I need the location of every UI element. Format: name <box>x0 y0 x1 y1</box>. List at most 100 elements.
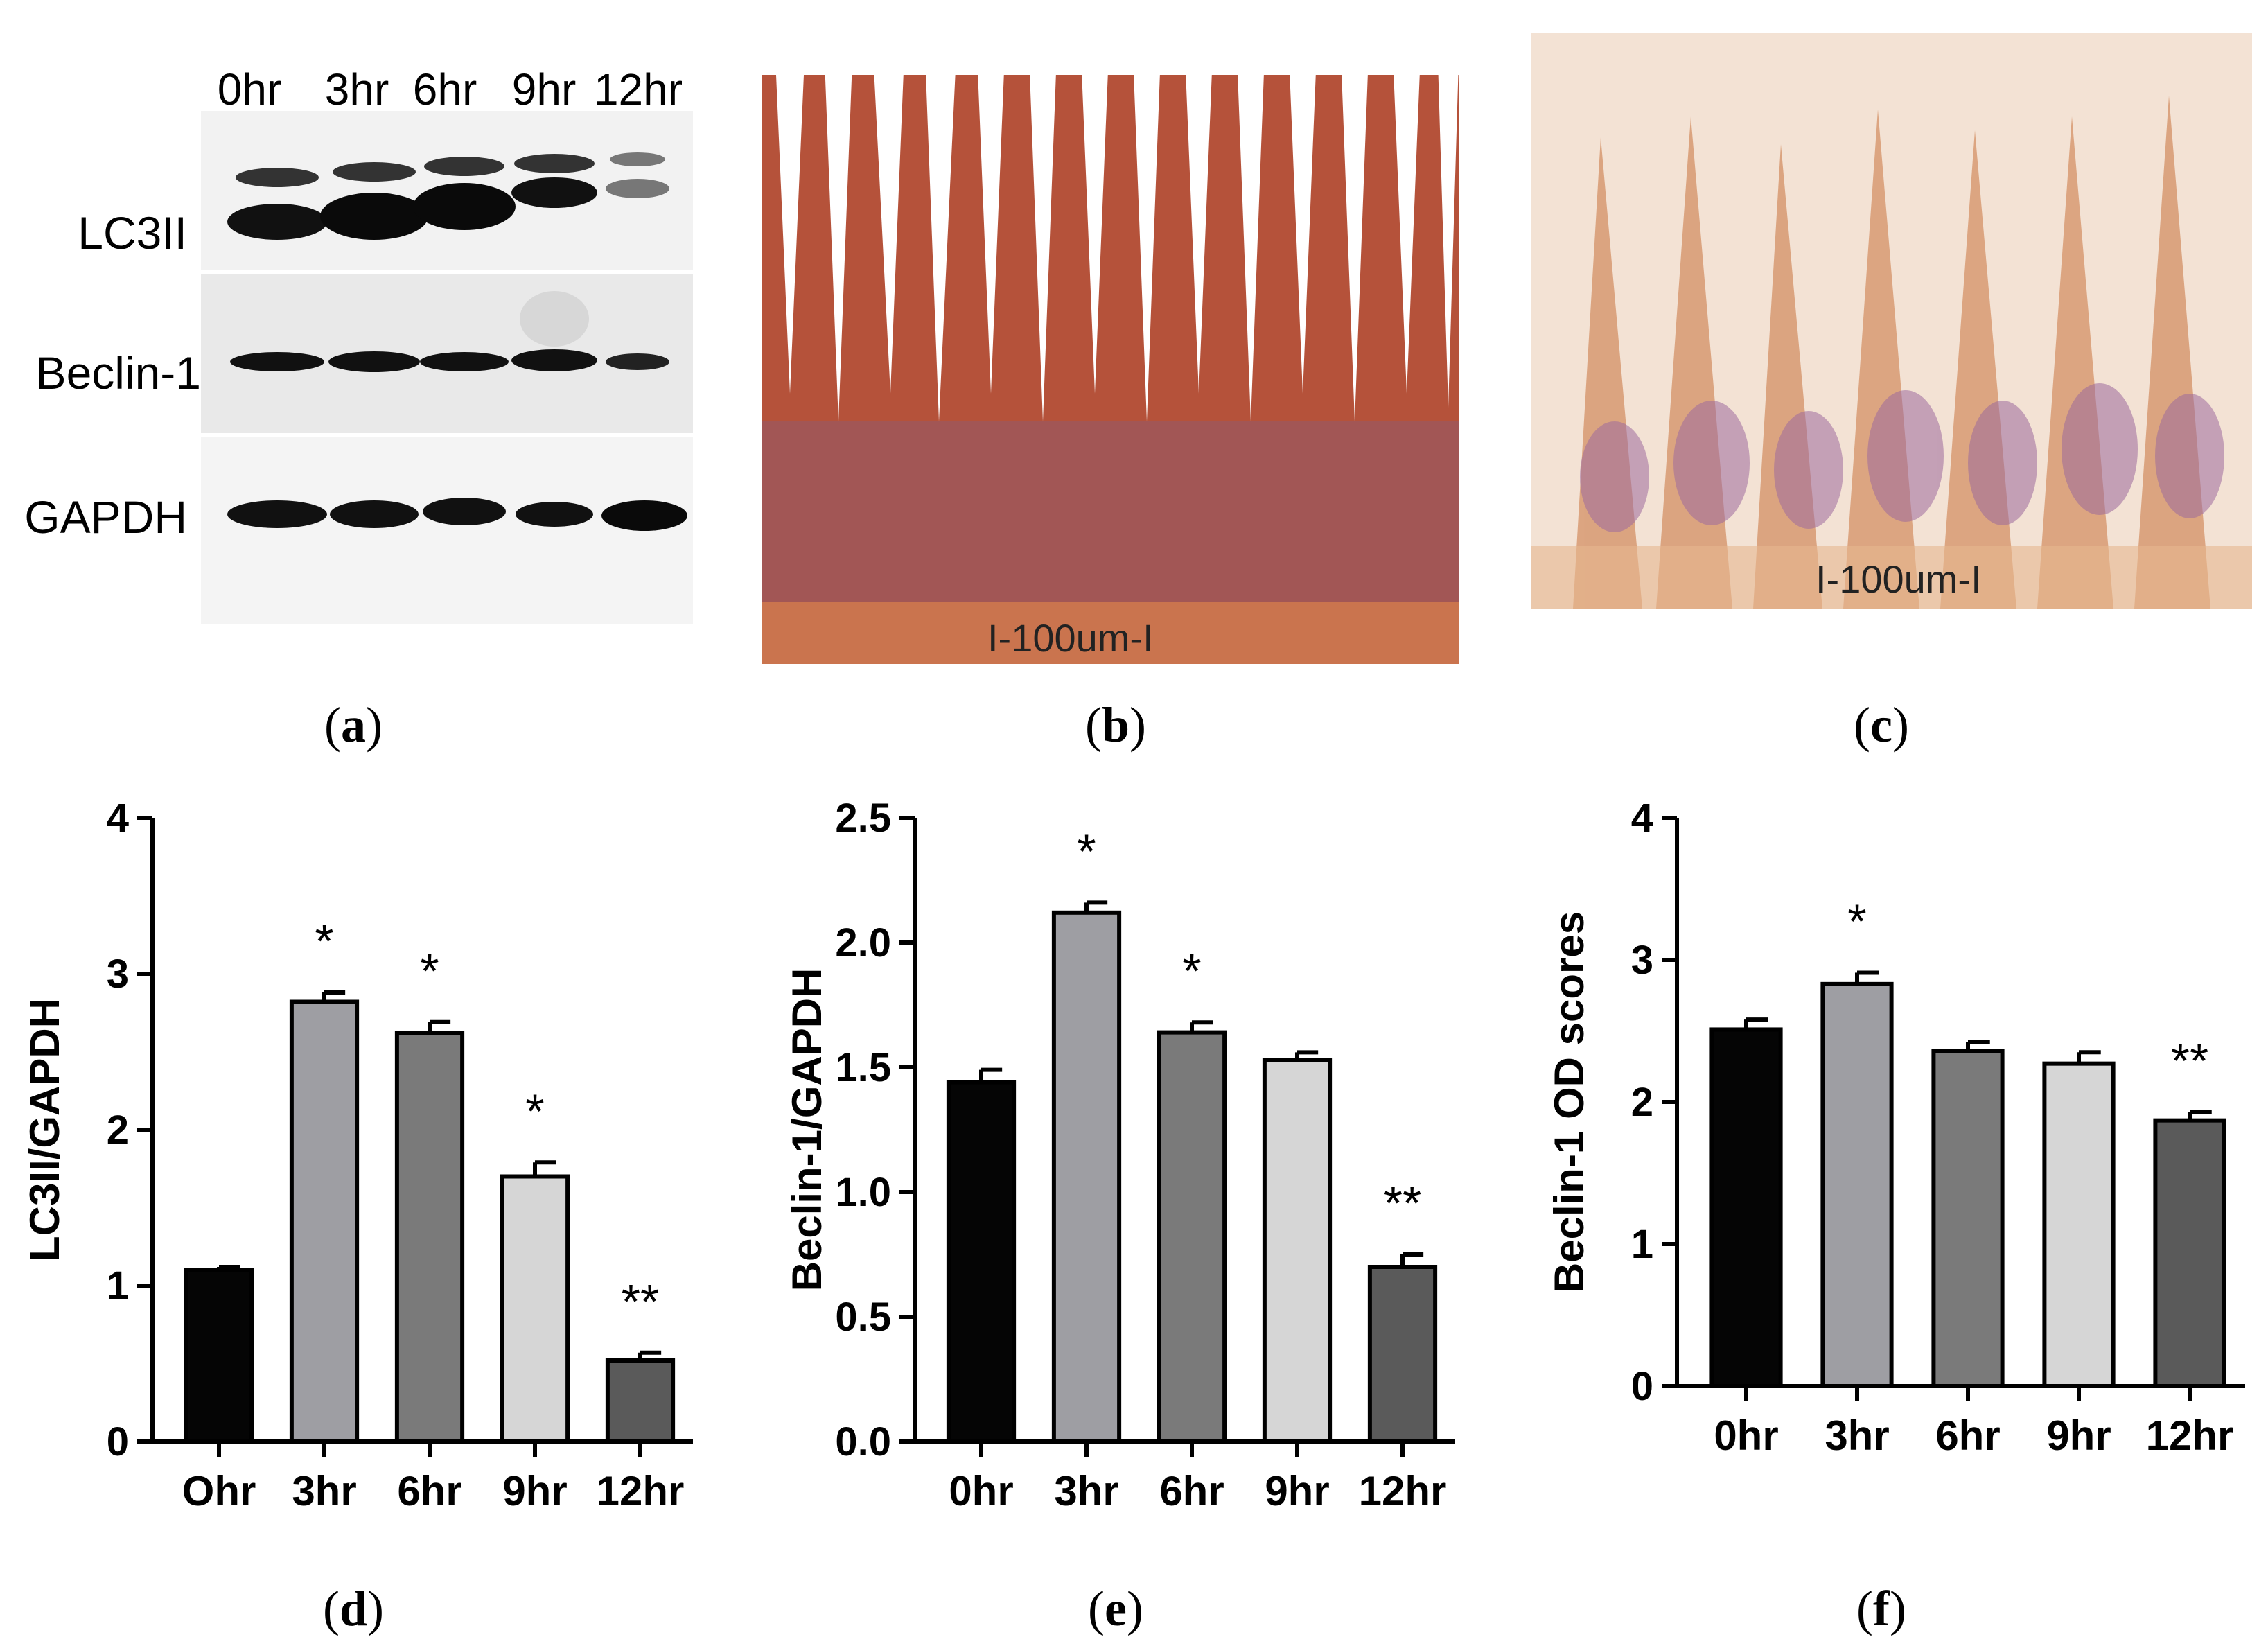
wb-band <box>420 352 509 371</box>
bar <box>1367 1265 1438 1444</box>
wb-band <box>330 500 419 528</box>
scale-bar-c: I-100um-I <box>1816 557 1982 601</box>
y-tick-label: 4 <box>107 796 129 841</box>
wb-band <box>230 352 324 371</box>
wb-band <box>606 179 669 198</box>
x-tick-label: 6hr <box>1159 1468 1224 1514</box>
x-tick-label: 6hr <box>1935 1412 2000 1459</box>
panel-label-c: (c) <box>1854 697 1909 753</box>
bar <box>1709 1027 1783 1388</box>
bar <box>2153 1118 2226 1388</box>
y-tick-label: 1 <box>1631 1222 1653 1267</box>
x-tick-label: 12hr <box>597 1468 685 1514</box>
wb-band <box>610 152 665 166</box>
wb-lane-label: 12hr <box>593 64 683 114</box>
x-tick-label: 12hr <box>1359 1468 1447 1514</box>
histology-b-graphic <box>762 33 1459 664</box>
wb-band <box>606 353 669 370</box>
significance-label: * <box>1077 824 1096 878</box>
bar <box>1820 981 1894 1389</box>
y-tick-label: 1.0 <box>835 1170 891 1215</box>
x-tick-label: 12hr <box>2146 1412 2234 1459</box>
wb-lane-label: 6hr <box>412 64 477 114</box>
wb-band <box>511 177 597 208</box>
significance-label: * <box>1847 894 1866 948</box>
bar <box>1051 910 1122 1444</box>
wb-band <box>333 162 416 182</box>
x-tick-label: 9hr <box>2046 1412 2111 1459</box>
y-tick-label: 0 <box>1631 1364 1653 1409</box>
bar <box>605 1358 676 1444</box>
wb-band <box>511 349 597 371</box>
panel-label-f: (f) <box>1856 1581 1906 1636</box>
x-tick-label: 6hr <box>397 1468 461 1514</box>
bar <box>946 1080 1017 1444</box>
panel-label-a: (a) <box>324 697 383 753</box>
wb-band <box>424 157 504 176</box>
scale-bar-b: I-100um-I <box>987 616 1154 660</box>
bar <box>184 1268 254 1444</box>
wb-band <box>328 351 420 372</box>
western-blot-image <box>201 111 693 624</box>
bar <box>289 999 360 1444</box>
y-tick-label: 3 <box>1631 938 1653 983</box>
bar <box>1931 1049 2005 1388</box>
significance-label: ** <box>1384 1176 1421 1230</box>
significance-label: ** <box>622 1275 659 1329</box>
bar-chart-e: 0.0 0.5 1.0 1.5 2.0 2.5 Beclin-1/GAPDH 0hr 3hr * 6… <box>784 796 1455 1514</box>
panel-label-d: (d) <box>322 1581 384 1636</box>
x-tick-label: 9hr <box>502 1468 567 1514</box>
wb-band <box>227 500 327 528</box>
y-tick-label: 1 <box>107 1263 129 1308</box>
bar <box>500 1174 570 1444</box>
histology-image-b: I-100um-I <box>762 33 1459 664</box>
y-tick-label: 1.5 <box>835 1045 891 1090</box>
wb-band <box>601 500 687 531</box>
wb-band <box>320 193 428 240</box>
wb-band <box>413 183 516 230</box>
bar <box>2042 1061 2116 1388</box>
y-tick-label: 0.0 <box>835 1419 891 1464</box>
panel-label-e: (e) <box>1088 1581 1143 1636</box>
wb-row-label: GAPDH <box>24 491 187 543</box>
wb-lane-label: 9hr <box>511 64 577 114</box>
bar-chart-d: 0 1 2 3 4 LC3II/GAPDH Ohr 3hr * 6hr * 9hr * 12hr ** <box>21 796 693 1514</box>
histology-c-graphic <box>1531 33 2252 609</box>
significance-label: * <box>420 944 439 998</box>
bar <box>394 1031 465 1444</box>
bar-chart-f: 0 1 2 3 4 Beclin-1 OD scores 0hr 3hr * 6hr 9hr 12hr… <box>1546 796 2245 1459</box>
x-tick-label: 3hr <box>1825 1412 1889 1459</box>
y-tick-label: 2 <box>107 1107 129 1153</box>
western-blot-panel: 0hr 3hr 6hr 9hr 12hr LC3II Beclin-1 GAPD… <box>0 0 693 665</box>
wb-band <box>423 498 506 525</box>
wb-band <box>227 204 327 240</box>
y-axis-label: Beclin-1 OD scores <box>1546 911 1592 1293</box>
y-tick-label: 2.0 <box>835 920 891 965</box>
wb-band <box>514 154 595 173</box>
y-tick-label: 0 <box>107 1419 129 1464</box>
x-tick-label: 0hr <box>949 1468 1013 1514</box>
significance-label: * <box>1182 944 1201 998</box>
wb-band <box>516 502 593 527</box>
y-tick-label: 2.5 <box>835 796 891 841</box>
wb-row-label: LC3II <box>78 207 187 259</box>
wb-band <box>236 168 319 187</box>
y-tick-label: 4 <box>1631 796 1653 841</box>
wb-lane-label: 3hr <box>324 64 389 114</box>
x-tick-label: Ohr <box>182 1468 256 1514</box>
wb-row-label: Beclin-1 <box>35 347 201 399</box>
x-tick-label: 0hr <box>1714 1412 1778 1459</box>
x-tick-label: 3hr <box>292 1468 356 1514</box>
y-tick-label: 2 <box>1631 1080 1653 1125</box>
panel-label-b: (b) <box>1084 697 1146 753</box>
significance-label: ** <box>2171 1033 2208 1087</box>
y-tick-label: 0.5 <box>835 1295 891 1340</box>
y-axis-label: LC3II/GAPDH <box>21 998 68 1261</box>
significance-label: * <box>315 914 333 968</box>
histology-image-c: I-100um-I <box>1531 33 2252 609</box>
significance-label: * <box>525 1084 544 1138</box>
bar <box>1157 1030 1227 1444</box>
x-tick-label: 9hr <box>1265 1468 1329 1514</box>
y-tick-label: 3 <box>107 952 129 997</box>
y-axis-label: Beclin-1/GAPDH <box>784 968 830 1292</box>
